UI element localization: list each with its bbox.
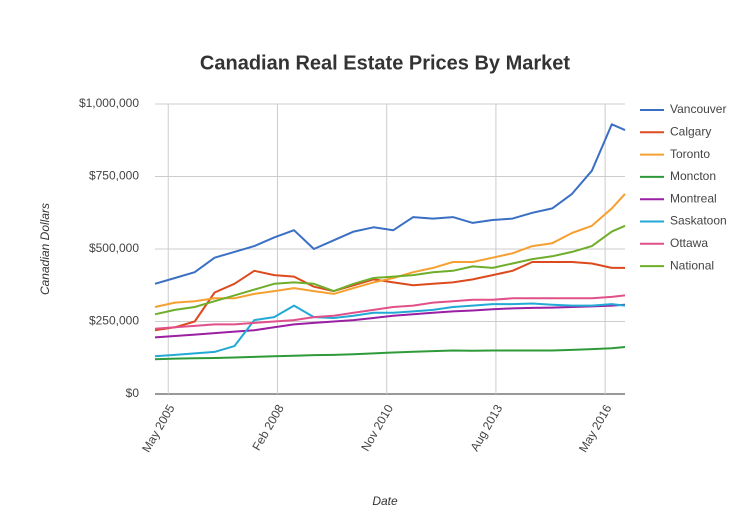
y-tick-label: $1,000,000 [79,96,139,110]
legend-label: Moncton [670,169,716,183]
legend-label: Calgary [670,124,711,138]
y-tick-label: $250,000 [89,314,139,328]
legend-label: Montreal [670,191,717,205]
legend-label: National [670,258,714,272]
series-line [154,303,626,339]
y-tick-label: $750,000 [89,169,139,183]
legend-label: Saskatoon [670,214,727,228]
y-tick-label: $0 [126,386,140,400]
series-line [154,346,626,361]
x-tick-label: May 2005 [139,402,178,455]
legend-label: Vancouver [670,102,726,116]
series-line [154,294,626,330]
x-tick-label: Nov 2010 [358,402,396,454]
x-tick-label: Aug 2013 [467,402,505,454]
x-tick-label: Feb 2008 [249,402,287,453]
legend-label: Ottawa [670,236,708,250]
x-axis-title: Date [372,494,398,508]
series-line [154,224,626,316]
series-line [154,193,626,308]
y-tick-label: $500,000 [89,241,139,255]
legend-label: Toronto [670,147,710,161]
y-axis-title: Canadian Dollars [38,203,52,295]
series-line [154,123,626,285]
x-tick-label: May 2016 [576,402,615,455]
series-line [154,302,626,358]
chart-title: Canadian Real Estate Prices By Market [200,52,571,74]
series-line [154,261,625,332]
